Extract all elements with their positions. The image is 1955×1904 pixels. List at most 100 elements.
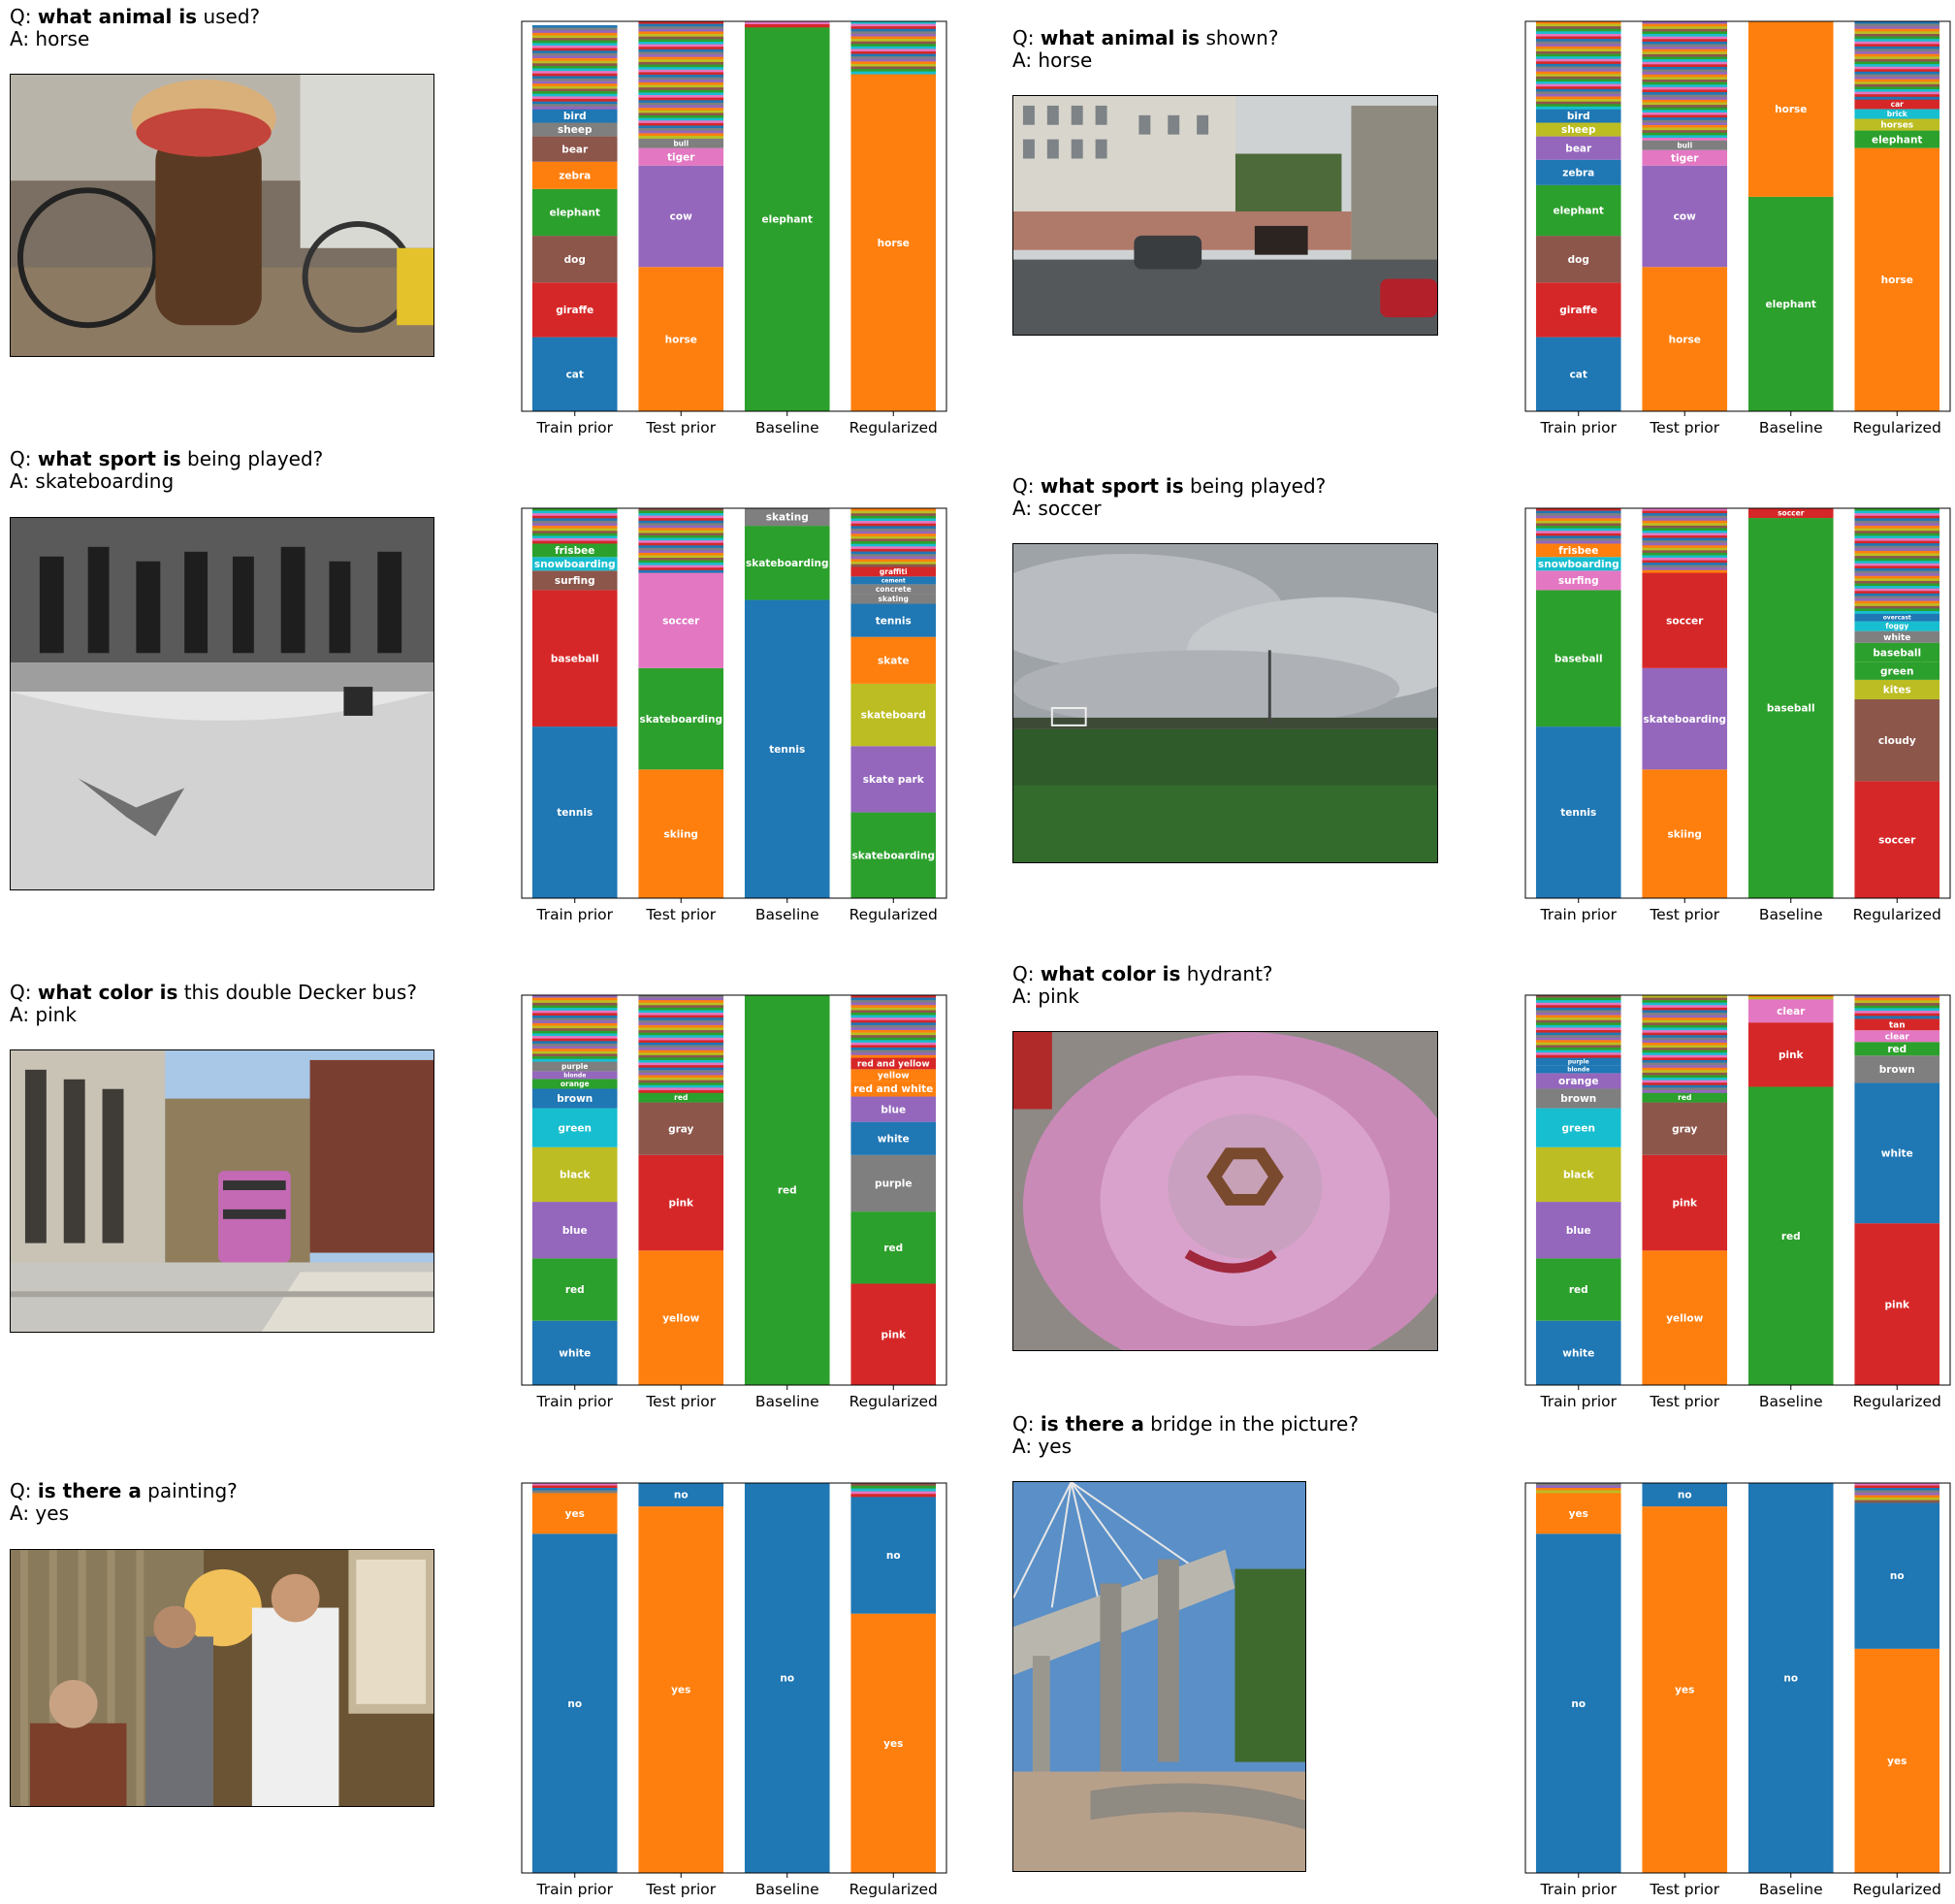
other-answer-stripe	[850, 1024, 937, 1028]
other-answer-stripe	[1854, 83, 1940, 87]
other-answer-stripe	[1642, 537, 1728, 541]
other-answer-stripe	[531, 73, 618, 77]
bar-segment-car	[1854, 99, 1940, 110]
soccer-field-photo	[1012, 543, 1438, 863]
other-answer-stripe	[1854, 51, 1940, 55]
other-answer-stripe	[531, 98, 618, 102]
other-answer-stripe	[1854, 610, 1940, 614]
bar-segment-horse	[1642, 267, 1728, 411]
other-answer-stripe	[1535, 1007, 1621, 1011]
other-answer-stripe	[1642, 80, 1728, 82]
other-answer-stripe	[1642, 21, 1728, 24]
pink-bus-photo	[10, 1049, 434, 1333]
bar-segment-purple	[850, 1154, 937, 1212]
q-keyword: what color is	[1040, 962, 1181, 985]
segment-label: bird	[563, 111, 587, 122]
segment-label: yes	[1675, 1685, 1694, 1696]
segment-label: elephant	[550, 208, 600, 219]
other-answer-stripe	[1747, 997, 1834, 1000]
other-answer-stripe	[850, 1002, 937, 1006]
other-answer-stripe	[850, 995, 937, 998]
other-answer-stripe	[638, 133, 724, 137]
other-answers-stripes	[1535, 995, 1621, 1058]
other-answer-stripe	[1854, 46, 1940, 49]
segment-label: baseball	[1767, 703, 1815, 715]
other-answer-stripe	[638, 995, 724, 998]
other-answer-stripe	[1642, 64, 1728, 68]
other-answer-stripe	[1642, 1017, 1728, 1021]
segment-label: sheep	[1561, 124, 1596, 136]
bar-segment-horse	[638, 267, 724, 411]
other-answer-stripe	[638, 87, 724, 91]
bar-segment-giraffe	[1535, 282, 1621, 338]
other-answer-stripe	[638, 545, 724, 549]
segment-label: red and yellow	[857, 1060, 930, 1070]
other-answer-stripe	[1535, 99, 1621, 102]
other-answer-stripe	[531, 32, 618, 36]
other-answer-stripe	[850, 1007, 937, 1011]
other-answer-stripe	[1535, 1017, 1621, 1021]
x-tick-label: Regularized	[1853, 1393, 1941, 1410]
segment-label: bird	[1567, 111, 1590, 122]
other-answer-stripe	[638, 525, 724, 529]
other-answer-stripe	[531, 91, 618, 95]
bar-segment-horse	[850, 74, 937, 411]
other-answer-stripe	[638, 122, 724, 126]
other-answers-stripes	[531, 995, 618, 1062]
other-answer-stripe	[1535, 1000, 1621, 1004]
other-answer-stripe	[1642, 1080, 1728, 1083]
segment-label: horse	[1881, 274, 1913, 286]
other-answer-stripe	[850, 1037, 937, 1041]
other-answer-stripe	[1535, 1032, 1621, 1036]
other-answer-stripe	[1642, 1030, 1728, 1033]
other-answer-stripe	[1642, 1045, 1728, 1049]
other-answer-stripe	[1854, 44, 1940, 48]
other-answer-stripe	[850, 33, 937, 37]
other-answer-stripe	[531, 508, 618, 511]
bar-segment-horse	[1747, 21, 1834, 197]
q-keyword: what animal is	[1040, 26, 1201, 49]
other-answer-stripe	[638, 67, 724, 71]
q-keyword: what animal is	[37, 5, 198, 28]
other-answer-stripe	[531, 88, 618, 92]
other-answer-stripe	[1854, 605, 1940, 609]
x-tick-label: Test prior	[1649, 906, 1719, 923]
bar-segment-zebra	[1535, 159, 1621, 185]
other-answer-stripe	[531, 45, 618, 48]
other-answer-stripe	[638, 513, 724, 516]
q-prefix: Q:	[10, 5, 38, 28]
segment-label: bull	[1677, 141, 1692, 149]
other-answer-stripe	[1642, 135, 1728, 139]
other-answer-stripe	[850, 23, 937, 27]
x-tick-label: Regularized	[849, 419, 938, 436]
other-answer-stripe	[1642, 77, 1728, 81]
segment-label: red and white	[853, 1083, 933, 1095]
other-answer-stripe	[1642, 1049, 1728, 1053]
other-answer-stripe	[1642, 518, 1728, 522]
other-answer-stripe	[850, 69, 937, 72]
other-answer-stripe	[531, 1483, 618, 1486]
other-answer-stripe	[531, 52, 618, 56]
segment-label: orange	[1558, 1076, 1599, 1087]
other-answer-stripe	[638, 97, 724, 101]
other-answer-stripe	[850, 44, 937, 48]
other-answers-stripes	[638, 995, 724, 1093]
other-answer-stripe	[1642, 114, 1728, 118]
other-answer-stripe	[1642, 523, 1728, 527]
living-room-photo	[10, 1549, 434, 1807]
x-tick-label: Baseline	[1759, 419, 1823, 436]
other-answer-stripe	[850, 556, 937, 560]
other-answer-stripe	[1854, 39, 1940, 43]
other-answer-stripe	[638, 1013, 724, 1016]
other-answer-stripe	[850, 526, 937, 530]
other-answer-stripe	[638, 1078, 724, 1081]
bar-segment-horses	[1854, 118, 1940, 131]
other-answer-stripe	[850, 1049, 937, 1053]
bar-segment-elephant	[1854, 130, 1940, 148]
other-answer-stripe	[1535, 1013, 1621, 1016]
other-answer-stripe	[1854, 79, 1940, 82]
bar-segment-brown	[531, 1088, 618, 1109]
other-answer-stripe	[1642, 1037, 1728, 1041]
segment-label: red	[778, 1185, 797, 1197]
segment-label: cloudy	[1878, 735, 1916, 747]
